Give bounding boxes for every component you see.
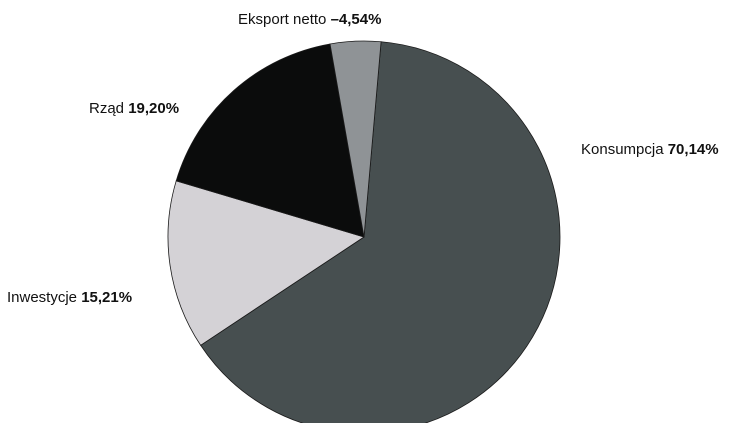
slice-eksport-netto bbox=[329, 40, 382, 238]
slice-inwestycje bbox=[167, 180, 365, 346]
label-rzad: Rząd 19,20% bbox=[89, 100, 179, 117]
label-eksport-netto: Eksport netto –4,54% bbox=[238, 11, 381, 28]
pie-slices bbox=[167, 40, 561, 423]
label-inwestycje: Inwestycje 15,21% bbox=[7, 289, 132, 306]
slice-rząd bbox=[175, 43, 365, 238]
slice-konsumpcja bbox=[200, 41, 561, 423]
label-konsumpcja: Konsumpcja 70,14% bbox=[581, 141, 719, 158]
